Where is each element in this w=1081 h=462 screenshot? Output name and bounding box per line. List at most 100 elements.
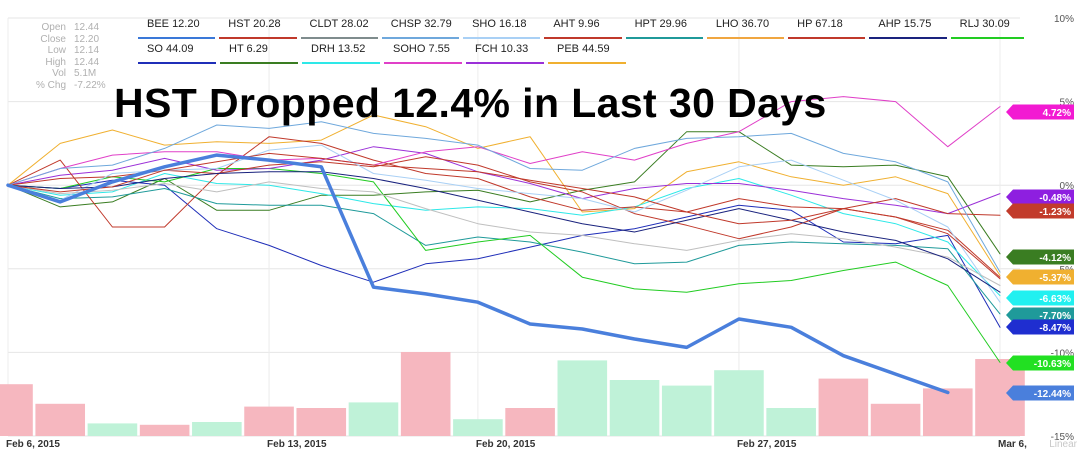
legend-item-soho[interactable]: SOHO 7.55 — [384, 39, 462, 64]
legend-item-lho[interactable]: LHO 36.70 — [706, 14, 785, 39]
volume-bar — [870, 403, 921, 436]
end-value-label: -4.12% — [1039, 253, 1071, 264]
legend-item-cldt[interactable]: CLDT 28.02 — [300, 14, 378, 39]
ohlc-value: 12.14 — [74, 45, 100, 57]
volume-bar — [296, 408, 347, 436]
ohlc-readout: Open 12.44 Close 12.20 Low 12.14 High 12.44 … — [30, 22, 106, 92]
y-tick-label: -10% — [1051, 348, 1074, 359]
end-value-tag — [1006, 355, 1074, 371]
x-tick-label: Feb 20, 2015 — [476, 439, 536, 450]
series-line-hst — [7, 152, 1001, 280]
end-value-tag — [1006, 307, 1074, 323]
y-tick-label: -15% — [1051, 432, 1074, 443]
series-line-sho — [7, 144, 1001, 303]
end-value-tag — [1006, 269, 1074, 285]
ohlc-value: 12.20 — [74, 33, 100, 45]
ohlc-row: Close 12.20 — [30, 34, 106, 46]
end-value-label: -6.63% — [1039, 294, 1071, 305]
y-tick-label: 10% — [1054, 14, 1074, 25]
series-line-fch — [7, 146, 1001, 215]
volume-bar — [87, 423, 138, 436]
series-line-hpt — [7, 184, 1001, 315]
series-line-cldt — [7, 181, 1001, 286]
end-value-label: 4.72% — [1043, 108, 1071, 119]
ohlc-value: 12.44 — [74, 22, 100, 33]
x-tick-label: Feb 6, 2015 — [6, 439, 60, 450]
series-line-aht — [7, 156, 1001, 278]
legend-item-hpt[interactable]: HPT 29.96 — [625, 14, 703, 39]
y-tick-label: 5% — [1060, 98, 1075, 109]
legend-item-ht[interactable]: HT 6.29 — [220, 39, 298, 64]
volume-bar — [922, 388, 973, 436]
series-line-chsp — [7, 121, 1001, 273]
series-line-ahp — [7, 171, 1001, 293]
end-value-label: -0.48% — [1039, 193, 1071, 204]
volume-bar — [35, 403, 86, 436]
series-line-ht — [7, 131, 1001, 255]
series-line-peb — [7, 114, 1001, 276]
end-value-label: -10.63% — [1034, 359, 1071, 370]
ohlc-row: Low 12.14 — [30, 45, 106, 57]
volume-bar — [818, 378, 869, 436]
ohlc-label: Open — [41, 22, 66, 33]
ohlc-label: Low — [47, 45, 66, 57]
series-line-drh — [7, 173, 1001, 297]
y-tick-label: 0% — [1060, 181, 1075, 192]
legend-row: BEE 12.20 HST 20.28 CLDT 28.02 CHSP 32.79 SH… — [138, 14, 1028, 39]
end-value-tag — [1006, 385, 1074, 401]
legend-item-chsp[interactable]: CHSP 32.79 — [381, 14, 460, 39]
volume-bar — [139, 424, 190, 436]
ohlc-label: Vol — [52, 68, 66, 80]
legend-item-hp[interactable]: HP 67.18 — [788, 14, 866, 39]
ohlc-value: -7.22% — [74, 79, 106, 91]
legend-item-rlj[interactable]: RLJ 30.09 — [950, 14, 1024, 39]
ohlc-value: 5.1M — [74, 68, 97, 80]
ohlc-value: 12.44 — [74, 56, 100, 68]
series-line-bee — [6, 153, 950, 395]
x-tick-label: Feb 13, 2015 — [267, 439, 327, 450]
end-value-tag — [1006, 189, 1074, 205]
ohlc-row: Open 12.44 — [30, 22, 106, 34]
x-tick-label: Mar 6, — [998, 439, 1027, 450]
ohlc-row: Vol 5.1M — [30, 68, 106, 80]
volume-bar — [453, 419, 503, 436]
volume-bar — [714, 370, 764, 436]
ohlc-label: Close — [40, 33, 66, 45]
legend-item-bee[interactable]: BEE 12.20 — [138, 14, 216, 39]
chart-legend: BEE 12.20 HST 20.28 CLDT 28.02 CHSP 32.79 SH… — [138, 14, 1028, 64]
end-value-label: -8.47% — [1039, 323, 1071, 334]
legend-item-aht[interactable]: AHT 9.96 — [544, 14, 622, 39]
volume-bar — [348, 402, 399, 436]
volume-bar — [609, 380, 660, 436]
volume-bar — [557, 360, 608, 436]
legend-item-peb[interactable]: PEB 44.59 — [548, 39, 626, 64]
end-value-label: -1.23% — [1039, 207, 1071, 218]
ohlc-label: % Chg — [35, 79, 66, 91]
legend-item-sho[interactable]: SHO 16.18 — [463, 14, 541, 39]
legend-item-hst[interactable]: HST 20.28 — [219, 14, 297, 39]
legend-item-ahp[interactable]: AHP 15.75 — [869, 14, 947, 39]
series-line-hp — [7, 136, 1001, 228]
end-value-label: -5.37% — [1039, 273, 1071, 284]
series-line-soho — [7, 96, 1001, 186]
series-line-so — [7, 179, 1001, 328]
x-tick-label: Feb 27, 2015 — [737, 439, 797, 450]
volume-bar — [244, 406, 294, 436]
volume-bar — [400, 352, 451, 436]
end-value-tag — [1006, 319, 1074, 335]
volume-bar — [0, 384, 33, 436]
end-value-tag — [1006, 290, 1074, 306]
series-line-rlj — [7, 168, 1001, 363]
volume-bar — [192, 422, 242, 436]
ohlc-row: High 12.44 — [30, 57, 106, 69]
legend-item-fch[interactable]: FCH 10.33 — [466, 39, 544, 64]
legend-row: SO 44.09 HT 6.29 DRH 13.52 SOHO 7.55 FCH 10.… — [138, 39, 1028, 64]
end-value-tag — [1006, 104, 1074, 120]
legend-item-drh[interactable]: DRH 13.52 — [302, 39, 380, 64]
scale-mode-label[interactable]: Linear — [1049, 439, 1077, 450]
volume-bar — [766, 408, 816, 436]
legend-item-so[interactable]: SO 44.09 — [138, 39, 216, 64]
ohlc-label: High — [45, 56, 66, 68]
